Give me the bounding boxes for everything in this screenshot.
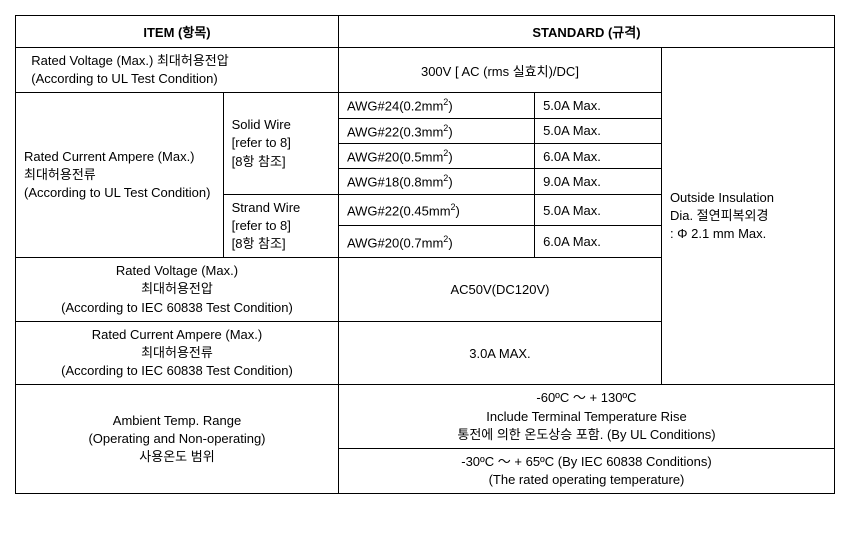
strand-wire-awg-1: AWG#20(0.7mm2) xyxy=(338,226,534,258)
strand-wire-amp-1: 6.0A Max. xyxy=(535,226,662,258)
rated-current-iec-label-line1: Rated Current Ampere (Max.) xyxy=(92,327,263,342)
strand-wire-label-line1: Strand Wire xyxy=(232,200,301,215)
table-header-row: ITEM (항목) STANDARD (규격) xyxy=(16,16,835,48)
outside-insulation: Outside Insulation Dia. 절연피복외경 : Φ 2.1 m… xyxy=(661,48,834,385)
rated-voltage-iec-label: Rated Voltage (Max.) 최대허용전압 (According t… xyxy=(16,258,339,322)
header-item: ITEM (항목) xyxy=(16,16,339,48)
solid-wire-amp-0: 5.0A Max. xyxy=(535,93,662,118)
solid-wire-awg-3: AWG#18(0.8mm2) xyxy=(338,169,534,194)
ambient-temp-value2-line2: (The rated operating temperature) xyxy=(489,472,685,487)
rated-voltage-iec-label-line2: 최대허용전압 xyxy=(141,281,213,296)
solid-wire-amp-3: 9.0A Max. xyxy=(535,169,662,194)
strand-wire-label: Strand Wire [refer to 8] [8항 참조] xyxy=(223,194,338,258)
awg-text: AWG#22(0.3mm xyxy=(347,124,443,139)
ambient-temp-label-line3: 사용온도 범위 xyxy=(139,449,214,464)
rated-current-label-line1: Rated Current Ampere (Max.) xyxy=(24,149,195,164)
outside-insulation-line1: Outside Insulation xyxy=(670,190,774,205)
rated-voltage-ul-value: 300V [ AC (rms 실효치)/DC] xyxy=(338,48,661,93)
awg-close: ) xyxy=(448,124,452,139)
outside-insulation-line2: Dia. 절연피복외경 xyxy=(670,208,769,223)
strand-wire-label-line3: [8항 참조] xyxy=(232,236,286,251)
rated-current-label-line3: (According to UL Test Condition) xyxy=(24,185,210,200)
awg-close: ) xyxy=(448,149,452,164)
rated-voltage-ul-label-line1: Rated Voltage (Max.) 최대허용전압 xyxy=(31,53,229,68)
awg-close: ) xyxy=(448,175,452,190)
ambient-temp-value1-line3: 통전에 의한 온도상승 포함. (By UL Conditions) xyxy=(457,427,715,442)
rated-voltage-ul-label-line2: (According to UL Test Condition) xyxy=(31,71,217,86)
strand-wire-label-line2: [refer to 8] xyxy=(232,218,291,233)
awg-text: AWG#22(0.45mm xyxy=(347,203,451,218)
rated-current-iec-label-line2: 최대허용전류 xyxy=(141,345,213,360)
ambient-temp-label: Ambient Temp. Range (Operating and Non-o… xyxy=(16,385,339,494)
ambient-temp-label-line2: (Operating and Non-operating) xyxy=(88,431,265,446)
spec-table: ITEM (항목) STANDARD (규격) Rated Voltage (M… xyxy=(15,15,835,494)
awg-text: AWG#24(0.2mm xyxy=(347,99,443,114)
ambient-temp-value2-line1: -30ºC ～ + 65ºC (By IEC 60838 Conditions) xyxy=(461,454,711,469)
rated-voltage-iec-label-line1: Rated Voltage (Max.) xyxy=(116,263,238,278)
rated-current-label: Rated Current Ampere (Max.) 최대허용전류 (Acco… xyxy=(16,93,224,258)
solid-wire-awg-2: AWG#20(0.5mm2) xyxy=(338,144,534,169)
awg-close: ) xyxy=(448,99,452,114)
ambient-temp-value1-line2: Include Terminal Temperature Rise xyxy=(486,409,686,424)
solid-wire-label-line1: Solid Wire xyxy=(232,117,291,132)
solid-wire-label-line2: [refer to 8] xyxy=(232,135,291,150)
ambient-temp-value1: -60ºC ～ + 130ºC Include Terminal Tempera… xyxy=(338,385,834,449)
solid-wire-amp-1: 5.0A Max. xyxy=(535,118,662,143)
awg-close: ) xyxy=(456,203,460,218)
outside-insulation-line3: : Φ 2.1 mm Max. xyxy=(670,226,766,241)
rated-voltage-ul-label: Rated Voltage (Max.) 최대허용전압 (According t… xyxy=(16,48,339,93)
rated-voltage-iec-value: AC50V(DC120V) xyxy=(338,258,661,322)
solid-wire-amp-2: 6.0A Max. xyxy=(535,144,662,169)
ambient-temp-label-line1: Ambient Temp. Range xyxy=(113,413,241,428)
row-rated-voltage-ul: Rated Voltage (Max.) 최대허용전압 (According t… xyxy=(16,48,835,93)
row-ambient-temp-1: Ambient Temp. Range (Operating and Non-o… xyxy=(16,385,835,449)
awg-text: AWG#20(0.7mm xyxy=(347,235,443,250)
strand-wire-amp-0: 5.0A Max. xyxy=(535,194,662,226)
rated-current-iec-label-line3: (According to IEC 60838 Test Condition) xyxy=(61,363,293,378)
ambient-temp-value2: -30ºC ～ + 65ºC (By IEC 60838 Conditions)… xyxy=(338,448,834,493)
ambient-temp-value1-line1: -60ºC ～ + 130ºC xyxy=(536,390,636,405)
solid-wire-awg-0: AWG#24(0.2mm2) xyxy=(338,93,534,118)
solid-wire-awg-1: AWG#22(0.3mm2) xyxy=(338,118,534,143)
header-standard: STANDARD (규격) xyxy=(338,16,834,48)
rated-current-iec-value: 3.0A MAX. xyxy=(338,321,661,385)
solid-wire-label-line3: [8항 참조] xyxy=(232,154,286,169)
rated-current-label-line2: 최대허용전류 xyxy=(24,167,96,182)
rated-voltage-iec-label-line3: (According to IEC 60838 Test Condition) xyxy=(61,300,293,315)
awg-close: ) xyxy=(448,235,452,250)
solid-wire-label: Solid Wire [refer to 8] [8항 참조] xyxy=(223,93,338,194)
rated-current-iec-label: Rated Current Ampere (Max.) 최대허용전류 (Acco… xyxy=(16,321,339,385)
awg-text: AWG#18(0.8mm xyxy=(347,175,443,190)
awg-text: AWG#20(0.5mm xyxy=(347,149,443,164)
strand-wire-awg-0: AWG#22(0.45mm2) xyxy=(338,194,534,226)
